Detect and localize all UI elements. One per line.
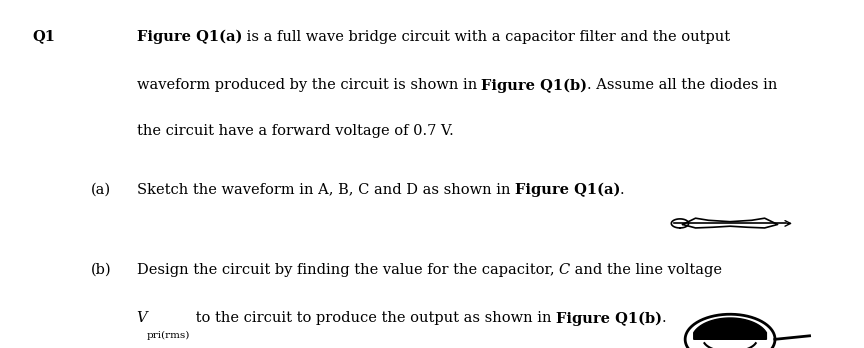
Text: the circuit have a forward voltage of 0.7 V.: the circuit have a forward voltage of 0.… bbox=[137, 124, 454, 137]
Text: Figure Q1(a): Figure Q1(a) bbox=[515, 183, 620, 197]
Text: to the circuit to produce the output as shown in: to the circuit to produce the output as … bbox=[190, 311, 556, 325]
Text: C: C bbox=[559, 263, 570, 277]
Text: . Assume all the diodes in: . Assume all the diodes in bbox=[588, 78, 778, 92]
Text: is a full wave bridge circuit with a capacitor filter and the output: is a full wave bridge circuit with a cap… bbox=[242, 30, 730, 44]
Text: .: . bbox=[662, 311, 666, 325]
Polygon shape bbox=[694, 318, 766, 339]
Text: waveform produced by the circuit is shown in: waveform produced by the circuit is show… bbox=[137, 78, 481, 92]
Text: V: V bbox=[137, 311, 147, 325]
Text: .: . bbox=[620, 183, 625, 197]
Text: (b): (b) bbox=[91, 263, 111, 277]
Text: Q1: Q1 bbox=[33, 30, 56, 44]
Text: Design the circuit by finding the value for the capacitor,: Design the circuit by finding the value … bbox=[137, 263, 559, 277]
Text: Sketch the waveform in A, B, C and D as shown in: Sketch the waveform in A, B, C and D as … bbox=[137, 183, 515, 197]
Text: and the line voltage: and the line voltage bbox=[570, 263, 722, 277]
Text: Figure Q1(b): Figure Q1(b) bbox=[556, 311, 662, 326]
Text: pri(rms): pri(rms) bbox=[147, 331, 190, 340]
Text: Figure Q1(a): Figure Q1(a) bbox=[137, 30, 242, 44]
Text: Figure Q1(b): Figure Q1(b) bbox=[481, 78, 588, 93]
Text: (a): (a) bbox=[91, 183, 111, 197]
